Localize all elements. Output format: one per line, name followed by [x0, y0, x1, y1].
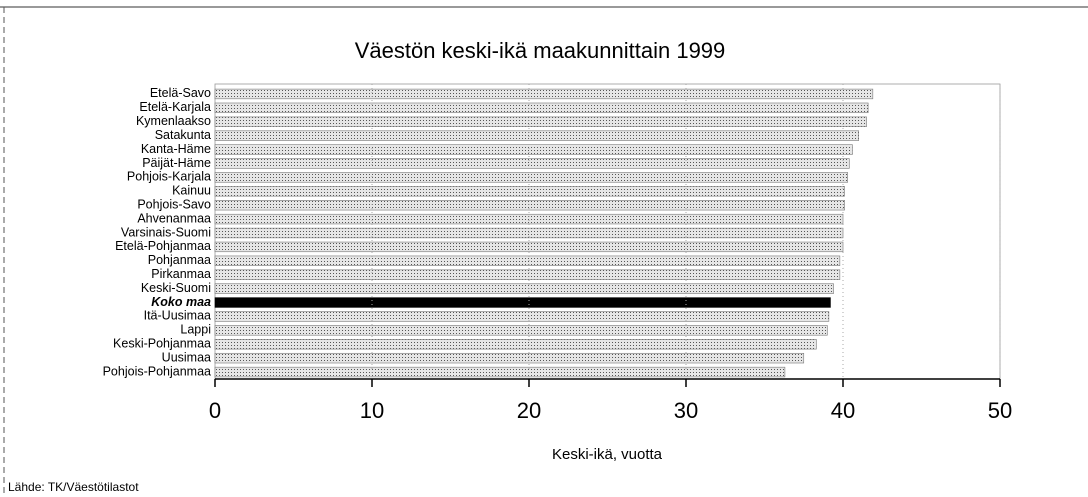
y-tick-label: Varsinais-Suomi: [121, 225, 211, 239]
x-tick-label: 30: [674, 398, 698, 423]
bar: [214, 311, 830, 322]
y-tick-label: Ahvenanmaa: [137, 211, 211, 225]
y-tick-label: Uusimaa: [162, 350, 211, 364]
y-tick-label: Kymenlaakso: [136, 114, 211, 128]
bar: [214, 130, 860, 141]
y-tick-label: Koko maa: [151, 295, 211, 309]
x-axis-label: Keski-ikä, vuotta: [552, 446, 663, 463]
y-tick-label: Pohjanmaa: [148, 253, 211, 267]
bar: [214, 325, 828, 336]
y-tick-label: Itä-Uusimaa: [144, 309, 211, 323]
bar: [214, 241, 844, 253]
x-tick-label: 50: [988, 398, 1012, 423]
y-tick-label: Keski-Pohjanmaa: [113, 337, 211, 351]
y-tick-label: Etelä-Pohjanmaa: [115, 239, 211, 253]
bar: [214, 283, 834, 294]
bar: [214, 352, 805, 364]
bar: [214, 297, 831, 308]
y-tick-label: Pohjois-Savo: [137, 197, 211, 211]
y-tick-label: Lappi: [180, 323, 211, 337]
y-tick-label: Pirkanmaa: [151, 267, 211, 281]
x-tick-label: 40: [831, 398, 855, 423]
bar: [214, 172, 849, 183]
bar: [214, 144, 853, 155]
bar: [214, 158, 850, 169]
bar: [214, 339, 817, 350]
bar: [214, 255, 841, 266]
y-tick-label: Pohjois-Karjala: [127, 170, 211, 184]
y-tick-label: Etelä-Savo: [150, 86, 211, 100]
y-tick-label: Satakunta: [155, 128, 211, 142]
y-tick-label: Kainuu: [172, 184, 211, 198]
bar: [214, 213, 844, 225]
x-tick-label: 20: [517, 398, 541, 423]
y-tick-label: Kanta-Häme: [141, 142, 211, 156]
bar: [214, 88, 874, 100]
chart-title: Väestön keski-ikä maakunnittain 1999: [355, 38, 726, 63]
bar: [214, 116, 867, 127]
bar: [214, 200, 845, 211]
y-tick-label: Keski-Suomi: [141, 281, 211, 295]
bar: [214, 366, 786, 378]
bar: [214, 186, 845, 197]
bar: [214, 102, 869, 114]
y-tick-label: Etelä-Karjala: [139, 100, 211, 114]
bar: [214, 269, 841, 280]
source: Lähde: TK/Väestötilastot: [8, 480, 139, 494]
y-tick-label: Päijät-Häme: [142, 156, 211, 170]
x-tick-label: 10: [360, 398, 384, 423]
y-tick-label: Pohjois-Pohjanmaa: [103, 364, 211, 378]
x-tick-label: 0: [209, 398, 221, 423]
